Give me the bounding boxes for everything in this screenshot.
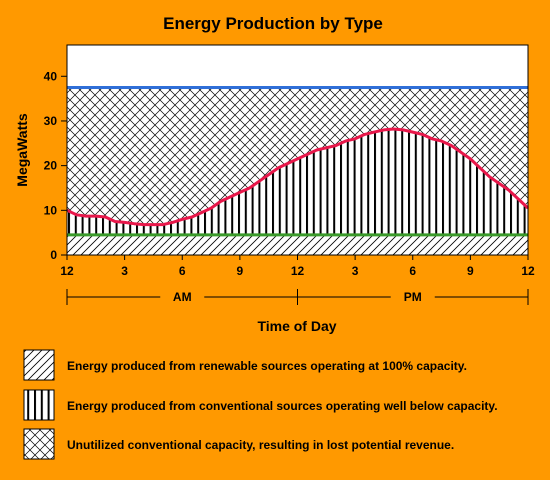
axis-layer: 0 10 20 30 40 12 3 6 9 12 3 6 9 12 AM PM: [44, 69, 535, 305]
renewable-production-area: [67, 234, 528, 255]
legend-label-conventional: Energy produced from conventional source…: [67, 399, 498, 413]
chart-title: Energy Production by Type: [163, 14, 383, 33]
y-tick-label: 20: [44, 159, 58, 173]
legend-label-unutilized: Unutilized conventional capacity, result…: [67, 438, 454, 452]
x-axis-label: Time of Day: [257, 318, 336, 334]
x-tick-label: 12: [60, 264, 74, 278]
y-tick-label: 30: [44, 114, 58, 128]
legend: Energy produced from renewable sources o…: [23, 349, 498, 460]
period-label-pm: PM: [404, 290, 422, 304]
legend-swatch-unutilized: [23, 428, 55, 460]
conventional-production-area: [67, 129, 528, 235]
legend-swatch-conventional: [23, 389, 55, 421]
plot-layer: [66, 44, 530, 256]
x-tick-label: 9: [467, 264, 474, 278]
x-tick-label: 3: [352, 264, 359, 278]
x-tick-label: 12: [521, 264, 535, 278]
y-axis-label: MegaWatts: [14, 113, 30, 187]
legend-swatch-renewable: [23, 349, 55, 381]
period-label-am: AM: [173, 290, 192, 304]
y-tick-label: 0: [50, 248, 57, 262]
conventional-production-line: [66, 127, 530, 227]
y-tick-label: 40: [44, 69, 58, 83]
x-tick-label: 9: [237, 264, 244, 278]
legend-label-renewable: Energy produced from renewable sources o…: [67, 359, 467, 373]
x-tick-label: 6: [409, 264, 416, 278]
x-tick-label: 12: [291, 264, 305, 278]
x-tick-label: 6: [179, 264, 186, 278]
y-tick-label: 10: [44, 203, 58, 217]
x-tick-label: 3: [121, 264, 128, 278]
